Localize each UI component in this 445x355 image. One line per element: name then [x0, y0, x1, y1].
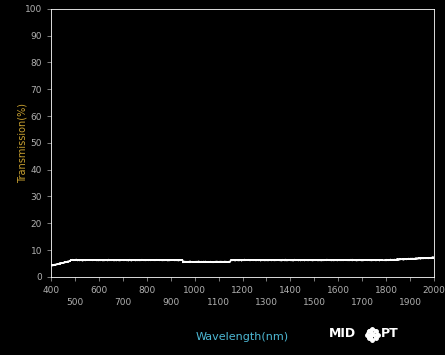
Text: PT: PT	[380, 327, 398, 340]
Text: MID: MID	[329, 327, 356, 340]
X-axis label: Wavelength(nm): Wavelength(nm)	[196, 332, 289, 343]
Polygon shape	[371, 333, 374, 337]
Y-axis label: Transmission(%): Transmission(%)	[17, 103, 27, 183]
